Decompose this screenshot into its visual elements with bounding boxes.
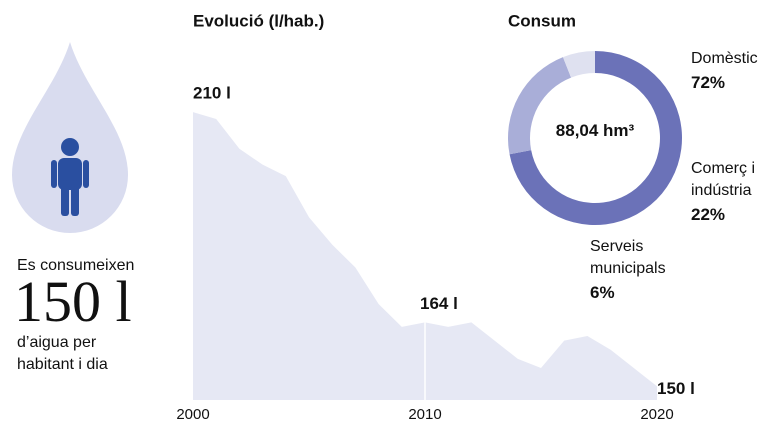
value-label: 164 l (420, 294, 458, 313)
slice-value: 72% (691, 73, 726, 92)
slice-value: 6% (590, 283, 615, 302)
value-label: 150 l (657, 379, 695, 398)
x-tick-label: 2020 (640, 406, 673, 423)
donut-title: Consum (508, 11, 576, 30)
value-label: 210 l (193, 84, 231, 103)
donut-slice (508, 57, 572, 155)
donut-slice (562, 51, 595, 78)
panel-rest: d’aigua per habitant i dia (17, 334, 108, 373)
x-tick-label: 2000 (176, 406, 209, 423)
area (193, 112, 657, 400)
panel-lead: Es consumeixen (17, 257, 135, 274)
slice-label: Serveis municipals (590, 238, 666, 277)
x-tick-label: 2010 (408, 406, 441, 423)
area-title: Evolució (l/hab.) (193, 11, 324, 30)
person-icon (51, 138, 89, 216)
donut-center: 88,04 hm³ (555, 121, 635, 140)
slice-label: Domèstic (691, 50, 758, 67)
panel-big: 150 l (14, 269, 132, 334)
slice-value: 22% (691, 205, 726, 224)
water-drop (12, 42, 128, 233)
slice-label: Comerç i indústria (691, 160, 756, 199)
